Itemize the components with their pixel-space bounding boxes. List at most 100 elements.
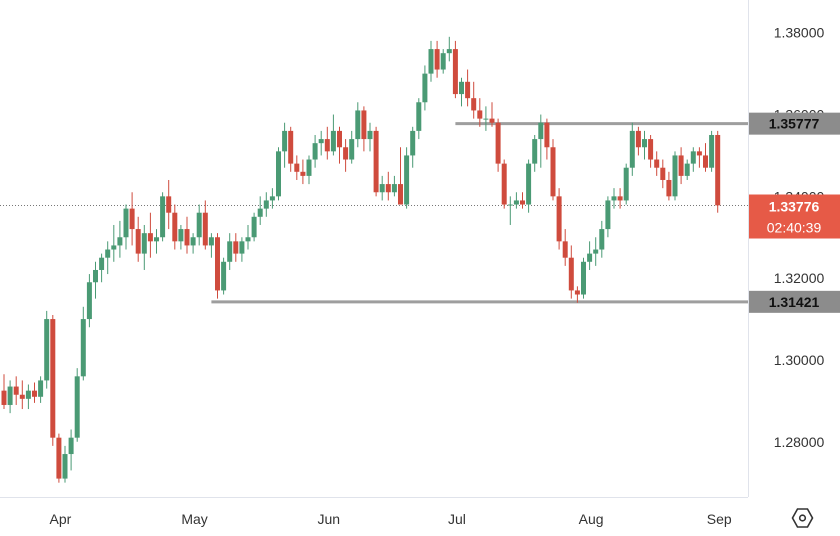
candle	[599, 220, 605, 258]
candle-body-up	[227, 241, 233, 262]
candle-body-down	[13, 386, 19, 395]
candle-body-down	[556, 196, 562, 242]
level-price-label-bg	[749, 112, 840, 135]
candle	[56, 433, 62, 483]
horizontal-levels	[211, 122, 748, 304]
time-tick-label: Jul	[448, 511, 466, 527]
candle	[349, 130, 355, 164]
time-tick-label: Jun	[318, 511, 341, 527]
candle-body-up	[74, 376, 80, 438]
candle	[166, 179, 172, 230]
candle	[282, 122, 288, 168]
settings-icon-center	[798, 514, 807, 522]
candle-body-up	[642, 139, 647, 148]
candle	[355, 102, 361, 148]
candle-body-down	[568, 257, 574, 291]
candle	[446, 36, 452, 62]
candle-body-up	[672, 155, 678, 197]
candle-body-up	[178, 229, 184, 242]
candle	[300, 159, 306, 185]
candle	[239, 237, 245, 262]
candle-body-up	[599, 229, 605, 250]
candle-body-down	[574, 290, 580, 295]
price-tick-label: 1.32000	[774, 270, 825, 286]
candle	[434, 40, 440, 78]
candle-body-up	[257, 208, 263, 217]
candle	[147, 212, 153, 258]
candle-body-down	[434, 49, 440, 70]
candle-body-down	[172, 212, 178, 242]
candle	[257, 196, 263, 225]
candle-body-down	[288, 130, 294, 164]
candle	[190, 233, 196, 254]
candle	[532, 134, 538, 172]
candle	[141, 224, 147, 270]
candle	[135, 216, 141, 262]
candle	[507, 196, 513, 225]
candle	[251, 212, 257, 242]
candle	[696, 147, 702, 168]
candle	[648, 134, 654, 168]
candle	[629, 122, 635, 176]
candle	[562, 229, 568, 266]
candle-body-down	[202, 212, 208, 246]
candle-body-up	[160, 196, 166, 238]
candle	[80, 306, 86, 381]
candle-body-up	[111, 245, 117, 250]
candle	[568, 245, 574, 299]
candle-body-up	[483, 118, 489, 120]
candle	[86, 274, 92, 328]
candle	[154, 229, 159, 254]
candle	[50, 314, 56, 446]
candle	[93, 261, 98, 299]
candle-body-down	[678, 155, 684, 176]
hexagon-settings-icon[interactable]	[791, 508, 814, 528]
candle-body-down	[135, 229, 141, 254]
candle	[471, 81, 477, 119]
candle	[184, 216, 190, 254]
time-tick-label: Aug	[579, 511, 604, 527]
candle	[172, 204, 178, 250]
candle-body-up	[99, 257, 105, 270]
candle	[404, 147, 410, 209]
candle	[294, 155, 300, 180]
candle	[666, 171, 672, 201]
candle	[465, 69, 471, 107]
candle-body-down	[373, 130, 379, 193]
candle	[306, 155, 312, 185]
candle-body-down	[501, 163, 507, 205]
candle-body-up	[690, 151, 696, 164]
candle	[361, 106, 367, 152]
candle-body-down	[654, 159, 660, 168]
candle	[452, 40, 458, 99]
candle-body-up	[367, 130, 373, 140]
candle	[660, 159, 666, 189]
bar-countdown-label: 02:40:39	[767, 220, 822, 236]
candle-body-up	[440, 53, 446, 70]
candle-body-down	[19, 394, 25, 399]
candle-body-up	[532, 139, 538, 164]
candle-body-up	[25, 390, 31, 399]
candle-body-up	[105, 249, 111, 258]
candle	[654, 151, 660, 176]
candle	[690, 147, 696, 172]
candle	[276, 147, 281, 201]
chart-settings-button[interactable]	[791, 508, 814, 528]
candle-body-up	[507, 204, 513, 206]
candle	[367, 122, 373, 152]
candle	[13, 376, 19, 405]
candle	[19, 380, 25, 410]
candle-body-down	[452, 49, 458, 95]
candle-body-down	[300, 171, 306, 176]
time-axis[interactable]: Apr May Jun Jul Aug Sep	[50, 511, 732, 527]
candle-body-down	[635, 130, 641, 148]
candle-body-down	[233, 241, 239, 254]
candle	[581, 257, 586, 299]
price-tick-label: 1.30000	[774, 352, 825, 368]
candle-body-up	[44, 319, 50, 381]
candle-body-down	[361, 110, 367, 140]
candle-body-up	[611, 196, 617, 201]
candle-body-down	[544, 122, 550, 148]
